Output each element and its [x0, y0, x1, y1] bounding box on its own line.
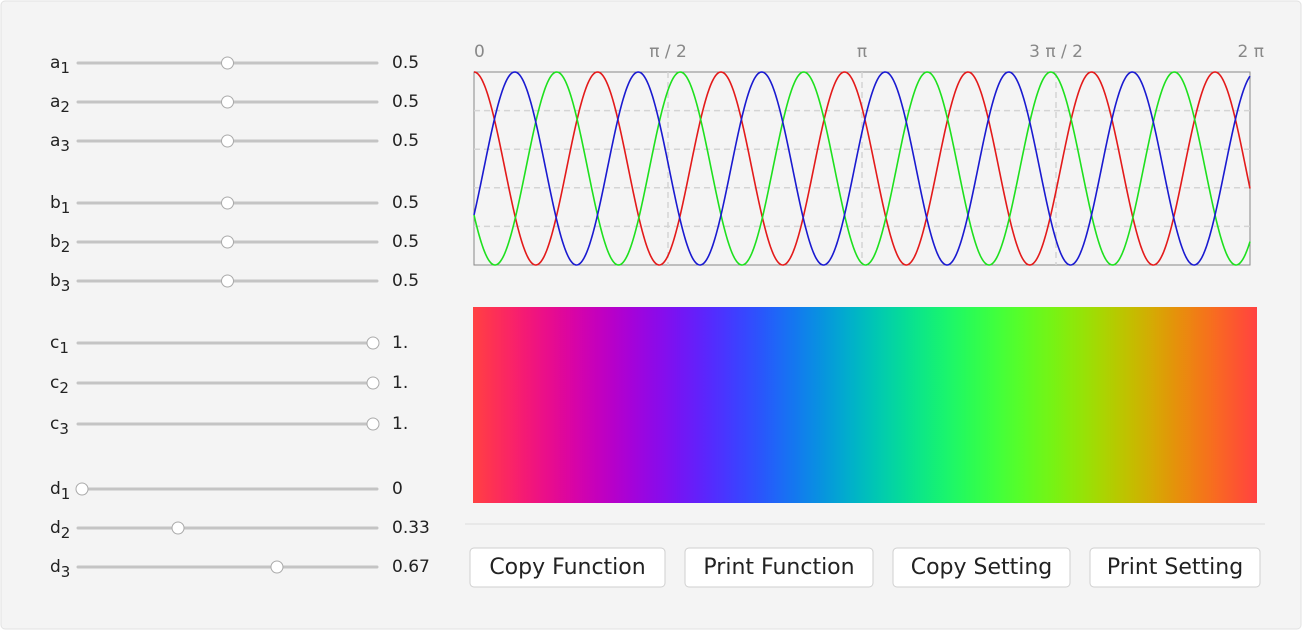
slider-value: 0 — [392, 479, 403, 499]
slider-label: c2 — [50, 373, 69, 397]
slider-thumb[interactable] — [221, 274, 234, 288]
slider-thumb[interactable] — [270, 560, 284, 574]
slider-thumb[interactable] — [221, 196, 234, 210]
x-tick-label: 2 π — [1238, 42, 1264, 62]
slider-thumb[interactable] — [221, 134, 234, 148]
slider-value: 0.5 — [392, 232, 419, 252]
param-index: 1 — [59, 339, 69, 357]
x-tick-label: π — [857, 42, 867, 62]
slider-value: 1. — [392, 414, 408, 434]
slider-value: 0.67 — [392, 557, 430, 577]
param-name: a — [50, 92, 60, 112]
param-name: c — [50, 414, 59, 434]
button-frame[interactable] — [1089, 547, 1261, 588]
slider-label: a2 — [50, 92, 70, 116]
button[interactable]: Copy Function — [469, 547, 666, 588]
x-tick-label: π / 2 — [649, 42, 687, 62]
button-frame[interactable] — [684, 547, 874, 588]
slider-label: d1 — [50, 479, 70, 503]
button-frame[interactable] — [469, 547, 666, 588]
param-name: b — [50, 193, 61, 213]
slider-thumb[interactable] — [366, 336, 380, 350]
slider-label: b1 — [50, 193, 70, 217]
slider-value: 1. — [392, 333, 408, 353]
curve — [473, 71, 1251, 266]
x-tick-label: 0 — [474, 42, 485, 62]
slider-value: 0.5 — [392, 193, 419, 213]
param-index: 3 — [61, 563, 71, 581]
param-index: 3 — [60, 137, 70, 155]
button[interactable]: Print Function — [684, 547, 874, 588]
param-name: c — [50, 373, 59, 393]
param-index: 2 — [61, 238, 71, 256]
param-index: 2 — [60, 98, 70, 116]
slider-thumb[interactable] — [221, 95, 234, 109]
slider-value: 1. — [392, 373, 408, 393]
slider-thumb[interactable] — [171, 521, 185, 535]
slider-thumb[interactable] — [221, 56, 234, 70]
slider-label: a3 — [50, 131, 70, 155]
slider-label: b2 — [50, 232, 70, 256]
slider-thumb[interactable] — [366, 417, 380, 431]
button-label[interactable]: Print Function — [703, 555, 854, 580]
param-name: d — [50, 518, 61, 538]
slider-label: a1 — [50, 53, 70, 77]
curve — [473, 71, 1251, 266]
slider-label: d2 — [50, 518, 70, 542]
param-index: 1 — [61, 199, 71, 217]
button[interactable]: Copy Setting — [892, 547, 1071, 588]
slider-thumb[interactable] — [366, 376, 380, 390]
param-index: 2 — [59, 379, 69, 397]
slider-value: 0.5 — [392, 53, 419, 73]
param-name: a — [50, 53, 60, 73]
param-index: 1 — [60, 59, 70, 77]
slider-label: b3 — [50, 271, 70, 295]
param-name: b — [50, 271, 61, 291]
button-label[interactable]: Copy Function — [489, 555, 645, 580]
button-label[interactable]: Copy Setting — [911, 555, 1053, 580]
button[interactable]: Print Setting — [1089, 547, 1261, 588]
slider-label: c3 — [50, 414, 69, 438]
param-index: 3 — [61, 277, 71, 295]
slider-thumb[interactable] — [221, 235, 234, 249]
slider-value: 0.5 — [392, 131, 419, 151]
slider-value: 0.33 — [392, 518, 430, 538]
slider-label: d3 — [50, 557, 70, 581]
color-palette — [473, 307, 1257, 503]
param-name: a — [50, 131, 60, 151]
x-tick-label: 3 π / 2 — [1029, 42, 1083, 62]
param-name: b — [50, 232, 61, 252]
param-index: 1 — [61, 485, 71, 503]
slider-value: 0.5 — [392, 92, 419, 112]
slider-value: 0.5 — [392, 271, 419, 291]
curve — [473, 71, 1251, 266]
param-index: 2 — [61, 524, 71, 542]
param-name: c — [50, 333, 59, 353]
param-name: d — [50, 479, 61, 499]
button-label[interactable]: Print Setting — [1107, 555, 1243, 580]
param-index: 3 — [59, 420, 69, 438]
param-name: d — [50, 557, 61, 577]
button-frame[interactable] — [892, 547, 1071, 588]
slider-label: c1 — [50, 333, 69, 357]
slider-thumb[interactable] — [75, 482, 89, 496]
